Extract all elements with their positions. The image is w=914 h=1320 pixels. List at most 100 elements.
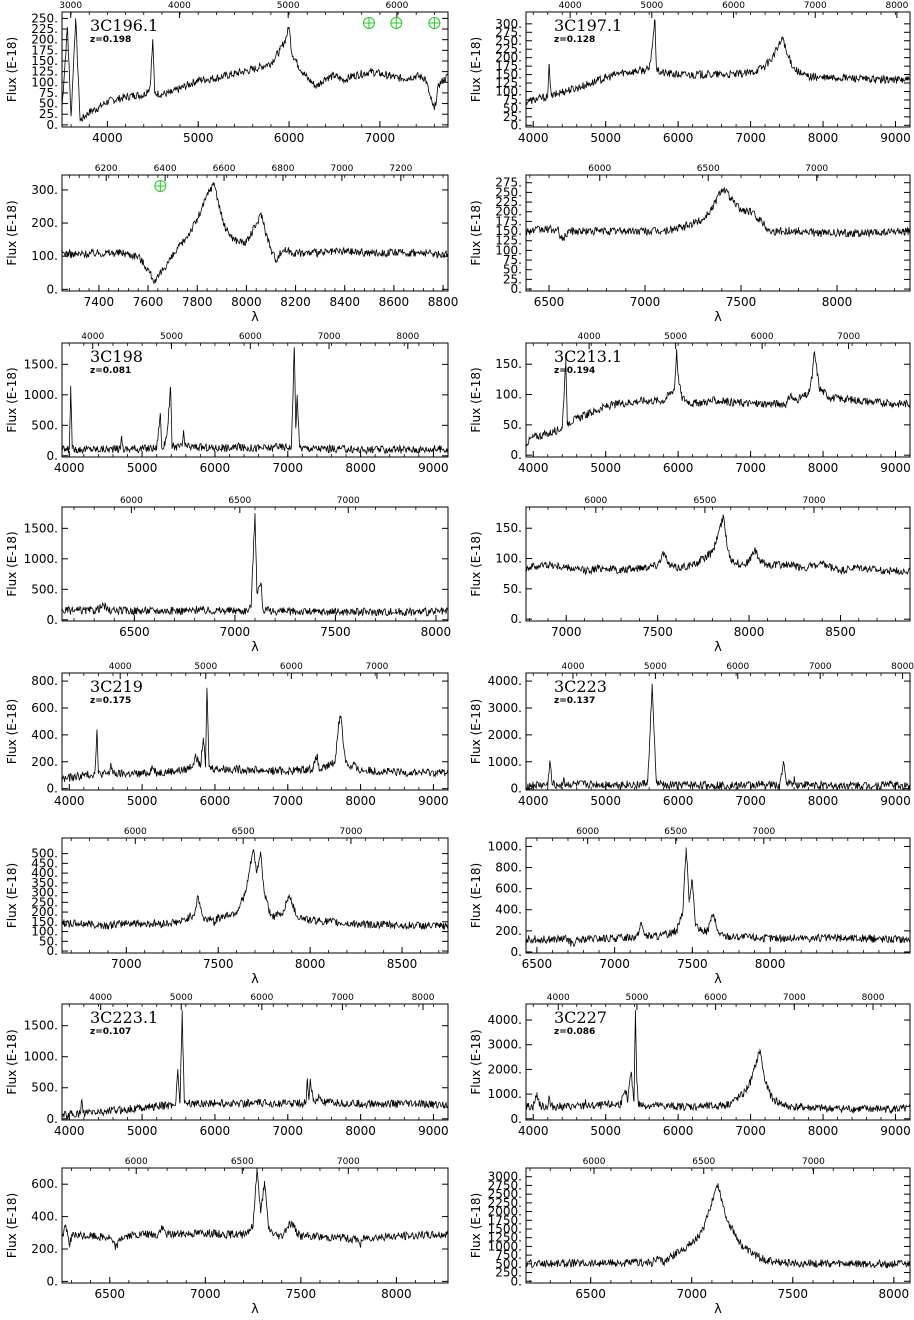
y-axis-label: Flux (E-18) bbox=[5, 367, 19, 432]
x-axis-label: λ bbox=[714, 1302, 722, 1317]
spectrum-panel-16: 6500 7000 7500 8000 6000 6500 7000 0.250.500.75… bbox=[469, 1157, 911, 1317]
top-tick-label: 4000 bbox=[547, 993, 570, 1003]
x-tick-label: 7600 bbox=[133, 295, 164, 309]
object-name: 3C223 bbox=[554, 677, 607, 696]
y-axis-label: Flux (E-18) bbox=[469, 37, 483, 102]
y-tick-label: 250. bbox=[495, 1266, 522, 1280]
x-tick-label: 8000 bbox=[808, 794, 839, 808]
y-tick-label: 0. bbox=[511, 782, 522, 796]
y-tick-label: 0. bbox=[47, 118, 58, 132]
y-tick-label: 175. bbox=[495, 214, 522, 228]
earth-symbol-icon bbox=[154, 180, 167, 192]
top-tick-label: 6500 bbox=[692, 1157, 715, 1167]
x-tick-label: 6500 bbox=[94, 1287, 125, 1301]
top-tick-label: 7000 bbox=[802, 1157, 825, 1167]
top-tick-label: 4000 bbox=[109, 662, 132, 672]
x-tick-label: 8000 bbox=[755, 957, 786, 971]
y-tick-label: 3000. bbox=[488, 1170, 522, 1184]
spectrum-line bbox=[62, 347, 448, 455]
x-tick-label: 8600 bbox=[379, 295, 410, 309]
y-axis-label: Flux (E-18) bbox=[5, 200, 19, 265]
y-tick-label: 1000. bbox=[488, 839, 522, 853]
y-tick-label: 400. bbox=[31, 866, 58, 880]
y-axis-label: Flux (E-18) bbox=[469, 1029, 483, 1094]
y-tick-label: 50. bbox=[503, 582, 522, 596]
x-tick-label: 7500 bbox=[286, 1287, 317, 1301]
x-tick-label: 8000 bbox=[345, 794, 376, 808]
x-tick-label: 8500 bbox=[825, 625, 856, 639]
spectrum-line bbox=[526, 683, 910, 790]
object-name: 3C219 bbox=[90, 677, 143, 696]
y-tick-label: 200. bbox=[31, 216, 58, 230]
y-tick-label: 0. bbox=[47, 282, 58, 296]
top-tick-label: 6000 bbox=[576, 827, 599, 837]
top-tick-label: 6600 bbox=[213, 164, 236, 174]
top-tick-label: 6000 bbox=[280, 662, 303, 672]
object-name: 3C196.1 bbox=[90, 16, 158, 35]
spectrum-panel-7: 6500 7000 7500 8000 6000 6500 7000 0. 500. 1000. 1… bbox=[5, 496, 451, 655]
top-tick-label: 5000 bbox=[625, 993, 648, 1003]
x-tick-label: 8200 bbox=[280, 295, 311, 309]
x-tick-label: 6000 bbox=[200, 794, 231, 808]
x-tick-label: 5000 bbox=[590, 794, 621, 808]
x-tick-label: 8500 bbox=[387, 957, 418, 971]
plot-frame bbox=[61, 1003, 449, 1121]
plot-frame bbox=[525, 11, 911, 128]
plot-frame bbox=[61, 672, 449, 791]
y-tick-label: 100. bbox=[31, 249, 58, 263]
x-tick-label: 7000 bbox=[551, 625, 582, 639]
x-tick-label: 7500 bbox=[677, 957, 708, 971]
x-tick-label: 9000 bbox=[880, 461, 911, 475]
y-tick-label: 800. bbox=[31, 674, 58, 688]
x-tick-label: 6500 bbox=[534, 295, 565, 309]
y-tick-label: 2250. bbox=[488, 1196, 522, 1210]
y-tick-label: 2000. bbox=[488, 1205, 522, 1219]
y-tick-label: 2500. bbox=[488, 1187, 522, 1201]
y-tick-label: 0. bbox=[47, 1274, 58, 1288]
x-axis-label: λ bbox=[251, 1302, 259, 1317]
y-tick-label: 50. bbox=[39, 97, 58, 111]
y-tick-label: 400. bbox=[31, 728, 58, 742]
plot-frame bbox=[525, 672, 911, 791]
top-tick-label: 4000 bbox=[81, 332, 104, 342]
x-axis-label: λ bbox=[251, 972, 259, 987]
top-tick-label: 8000 bbox=[412, 993, 435, 1003]
x-tick-label: 9000 bbox=[418, 794, 449, 808]
y-tick-label: 25. bbox=[39, 107, 58, 121]
y-tick-label: 50. bbox=[39, 934, 58, 948]
object-name: 3C223.1 bbox=[90, 1008, 158, 1027]
x-tick-label: 6500 bbox=[522, 957, 553, 971]
x-tick-label: 7000 bbox=[273, 461, 304, 475]
y-tick-label: 1000. bbox=[488, 1239, 522, 1253]
y-axis-label: Flux (E-18) bbox=[5, 37, 19, 102]
x-tick-label: 7000 bbox=[365, 131, 396, 145]
y-tick-label: 50. bbox=[503, 418, 522, 432]
top-tick-label: 6000 bbox=[124, 827, 147, 837]
top-tick-label: 8000 bbox=[862, 993, 885, 1003]
y-tick-label: 600. bbox=[31, 701, 58, 715]
plot-frame bbox=[61, 11, 449, 128]
x-tick-label: 7500 bbox=[726, 295, 757, 309]
y-tick-label: 0. bbox=[511, 282, 522, 296]
redshift-label: z=0.137 bbox=[554, 696, 595, 706]
y-tick-label: 2000. bbox=[488, 1062, 522, 1076]
spectrum-panel-11: 7000 7500 8000 8500 6000 6500 7000 0.50.100.150… bbox=[5, 827, 449, 987]
plot-frame bbox=[525, 506, 911, 622]
y-tick-label: 0. bbox=[511, 448, 522, 462]
y-tick-label: 0. bbox=[511, 1112, 522, 1126]
y-tick-label: 400. bbox=[31, 1210, 58, 1224]
top-tick-label: 6000 bbox=[588, 164, 611, 174]
x-tick-label: 6000 bbox=[200, 461, 231, 475]
y-tick-label: 150. bbox=[495, 521, 522, 535]
x-tick-label: 7500 bbox=[642, 625, 673, 639]
spectrum-panel-5: 4000 5000 6000 7000 8000 9000 4000 5000 6000 7000… bbox=[5, 332, 449, 475]
spectrum-line bbox=[526, 19, 910, 106]
x-tick-label: 8000 bbox=[381, 1287, 412, 1301]
y-tick-label: 75. bbox=[503, 253, 522, 267]
y-tick-label: 2000. bbox=[488, 728, 522, 742]
top-tick-label: 4000 bbox=[578, 332, 601, 342]
top-tick-label: 6000 bbox=[584, 496, 607, 506]
y-tick-label: 2750. bbox=[488, 1178, 522, 1192]
top-tick-label: 6000 bbox=[125, 1157, 148, 1167]
